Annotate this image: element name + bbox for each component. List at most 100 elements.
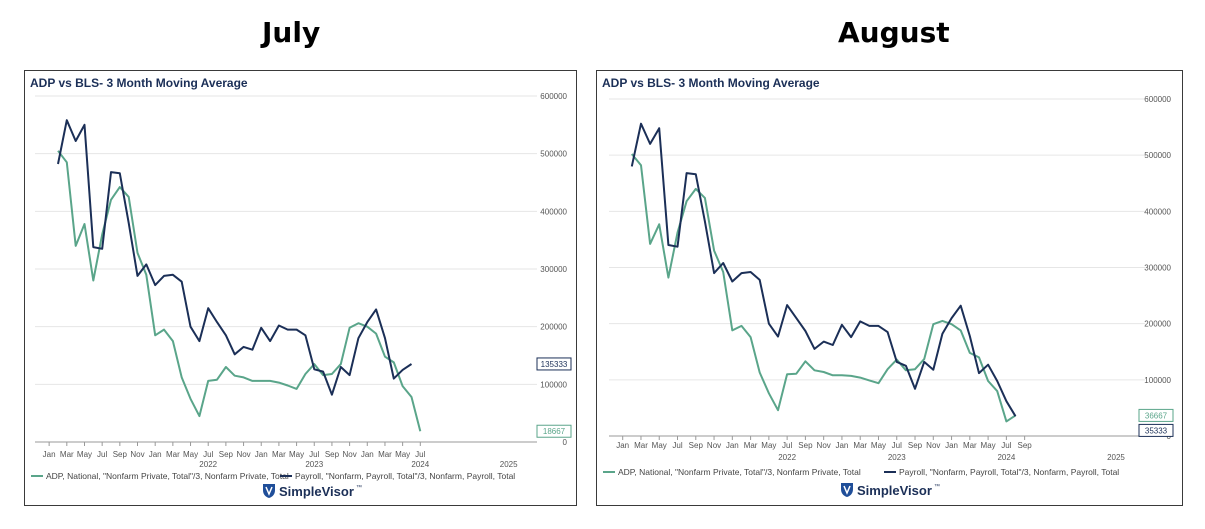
- x-tick-label: Jan: [835, 441, 848, 450]
- end-value-label: 135333: [541, 360, 568, 369]
- x-year-label: 2024: [997, 453, 1015, 462]
- y-tick-label: 600000: [540, 92, 567, 101]
- chart-august: ADP vs BLS- 3 Month Moving Average 600000…: [602, 76, 1174, 498]
- simplevisor-logo: SimpleVisor ™: [841, 483, 940, 498]
- chart-panel-july: ADP vs BLS- 3 Month Moving Average 600000…: [24, 70, 577, 506]
- end-value-tag: 135333: [536, 357, 572, 371]
- x-tick-label: Nov: [342, 450, 356, 459]
- end-value-label: 36667: [1145, 411, 1168, 420]
- x-tick-label: May: [761, 441, 776, 450]
- x-tick-label: Mar: [963, 441, 977, 450]
- x-tick-label: Nov: [926, 441, 940, 450]
- y-tick-label: 400000: [540, 207, 567, 216]
- x-tick-label: Sep: [219, 450, 234, 459]
- shield-check-icon: [265, 486, 273, 496]
- x-tick-label: May: [183, 450, 198, 459]
- x-tick-label: May: [981, 441, 996, 450]
- end-value-tag-box: [536, 424, 572, 438]
- x-tick-label: Jul: [415, 450, 425, 459]
- y-tick-label: 400000: [1144, 207, 1171, 216]
- x-tick-label: Nov: [817, 441, 831, 450]
- x-tick-label: Jan: [149, 450, 162, 459]
- y-tick-label: 100000: [1144, 376, 1171, 385]
- x-year-label: 2022: [199, 460, 217, 469]
- x-tick-label: May: [289, 450, 304, 459]
- x-tick-label: May: [77, 450, 92, 459]
- chart-july: ADP vs BLS- 3 Month Moving Average 600000…: [30, 76, 572, 499]
- simplevisor-logo: SimpleVisor ™: [263, 484, 362, 499]
- heading-july: July: [262, 16, 321, 49]
- end-value-tag: 36667: [1138, 408, 1174, 422]
- x-tick-label: Mar: [60, 450, 74, 459]
- x-tick-label: Jan: [255, 450, 268, 459]
- heading-august: August: [838, 16, 950, 49]
- x-tick-label: Nov: [707, 441, 721, 450]
- y-tick-label: 0: [563, 438, 568, 447]
- x-tick-label: May: [652, 441, 667, 450]
- x-tick-label: Jan: [616, 441, 629, 450]
- x-tick-label: Mar: [744, 441, 758, 450]
- x-tick-label: Jan: [726, 441, 739, 450]
- legend-item-payroll: Payroll, "Nonfarm, Payroll, Total"/3, No…: [899, 467, 1119, 477]
- y-tick-label: 500000: [1144, 151, 1171, 160]
- y-tick-label: 200000: [1144, 320, 1171, 329]
- x-tick-label: May: [871, 441, 886, 450]
- x-year-label: 2023: [305, 460, 323, 469]
- end-value-label: 35333: [1145, 426, 1168, 435]
- chart-panel-august: ADP vs BLS- 3 Month Moving Average 600000…: [596, 70, 1183, 506]
- y-tick-label: 100000: [540, 380, 567, 389]
- x-tick-label: Jul: [782, 441, 792, 450]
- x-tick-label: Jul: [309, 450, 319, 459]
- adp-series-line: [57, 150, 422, 432]
- x-tick-label: Mar: [272, 450, 286, 459]
- end-value-label: 18667: [543, 427, 566, 436]
- x-year-label: 2024: [411, 460, 429, 469]
- brand-name: SimpleVisor: [857, 483, 932, 498]
- y-tick-label: 600000: [1144, 95, 1171, 104]
- y-tick-label: 500000: [540, 150, 567, 159]
- x-tick-label: Jan: [945, 441, 958, 450]
- x-tick-label: Mar: [634, 441, 648, 450]
- end-value-tag-box: [1138, 423, 1174, 437]
- x-tick-label: Sep: [798, 441, 813, 450]
- legend-item-adp: ADP, National, "Nonfarm Private, Total"/…: [618, 467, 861, 477]
- y-tick-label: 200000: [540, 323, 567, 332]
- y-tick-label: 300000: [1144, 264, 1171, 273]
- x-tick-label: Jan: [43, 450, 56, 459]
- x-tick-label: Jan: [361, 450, 374, 459]
- x-tick-label: Nov: [130, 450, 144, 459]
- x-tick-label: May: [395, 450, 410, 459]
- payroll-series-line: [57, 119, 413, 396]
- x-tick-label: Mar: [378, 450, 392, 459]
- x-tick-label: Sep: [325, 450, 340, 459]
- x-tick-label: Jul: [1001, 441, 1011, 450]
- x-tick-label: Jul: [672, 441, 682, 450]
- x-tick-label: Jul: [892, 441, 902, 450]
- chart-title: ADP vs BLS- 3 Month Moving Average: [602, 76, 820, 90]
- end-value-tag-box: [1138, 408, 1174, 422]
- x-tick-label: Mar: [853, 441, 867, 450]
- x-tick-label: Mar: [166, 450, 180, 459]
- x-tick-label: Jul: [203, 450, 213, 459]
- x-year-label: 2025: [1107, 453, 1125, 462]
- end-value-tag: 35333: [1138, 423, 1174, 437]
- x-tick-label: Sep: [113, 450, 128, 459]
- x-tick-label: Nov: [236, 450, 250, 459]
- end-value-tag: 18667: [536, 424, 572, 438]
- chart-title: ADP vs BLS- 3 Month Moving Average: [30, 76, 248, 90]
- payroll-series-line: [630, 122, 1017, 417]
- x-year-label: 2022: [778, 453, 796, 462]
- legend-item-adp: ADP, National, "Nonfarm Private, Total"/…: [46, 471, 289, 481]
- x-tick-label: Sep: [1018, 441, 1033, 450]
- legend-item-payroll: Payroll, "Nonfarm, Payroll, Total"/3, No…: [295, 471, 515, 481]
- x-tick-label: Jul: [97, 450, 107, 459]
- x-year-label: 2025: [500, 460, 518, 469]
- x-tick-label: Sep: [908, 441, 923, 450]
- brand-trademark: ™: [356, 484, 362, 491]
- brand-trademark: ™: [934, 483, 940, 490]
- end-value-tag-box: [536, 357, 572, 371]
- brand-name: SimpleVisor: [279, 484, 354, 499]
- x-year-label: 2023: [888, 453, 906, 462]
- x-tick-label: Sep: [689, 441, 704, 450]
- adp-series-line: [631, 153, 1017, 423]
